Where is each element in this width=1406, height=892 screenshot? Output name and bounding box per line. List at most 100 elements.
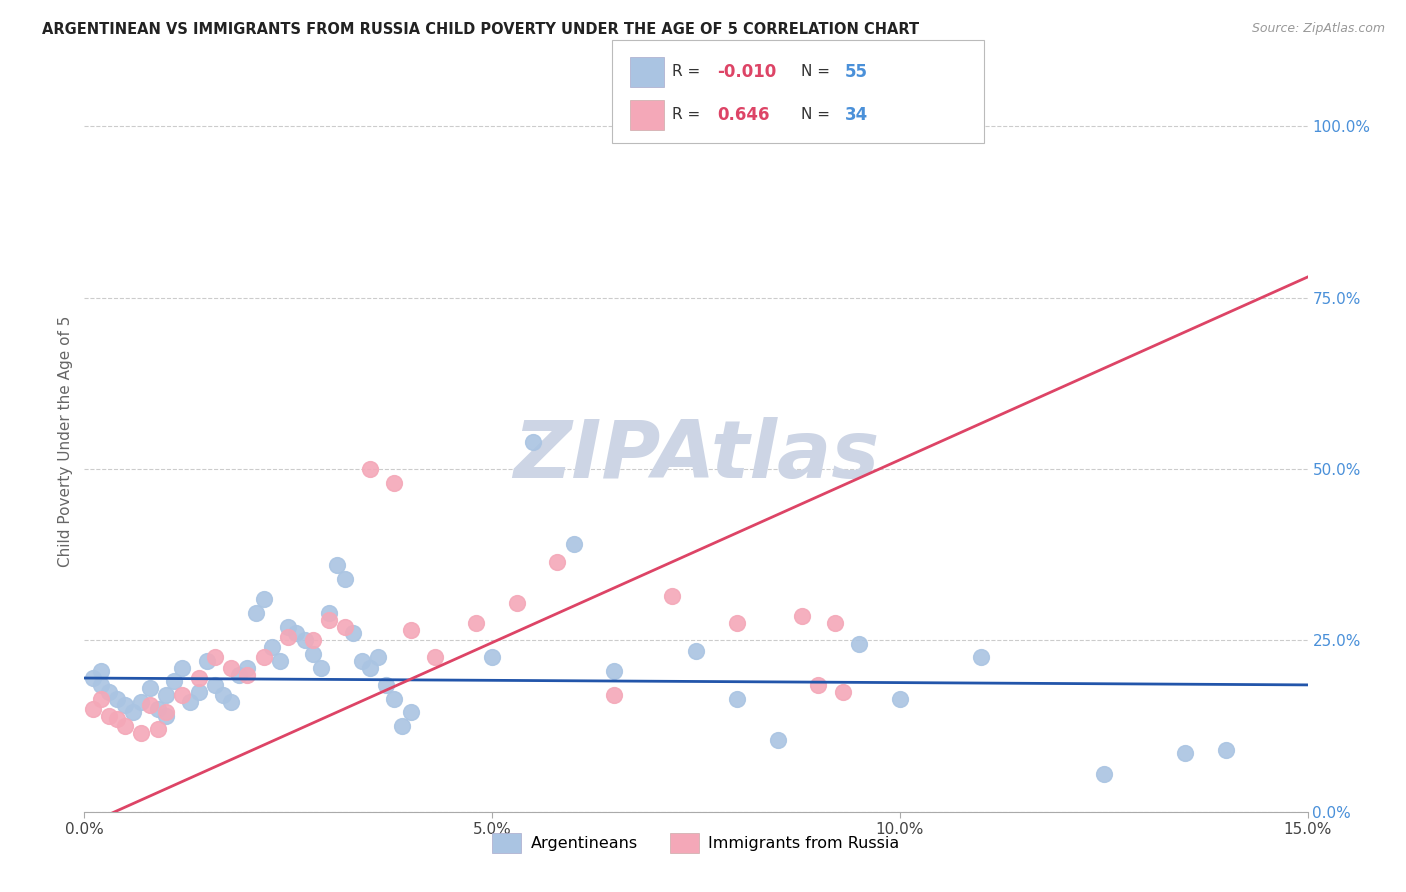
Point — [294, 633, 316, 648]
Point — [831, 685, 853, 699]
Point — [138, 681, 160, 696]
Text: R =: R = — [672, 64, 706, 79]
Point — [382, 475, 405, 490]
Point — [326, 558, 349, 572]
Point — [236, 667, 259, 681]
Point — [187, 685, 209, 699]
Point — [146, 702, 169, 716]
Point — [889, 119, 911, 133]
Point — [464, 616, 486, 631]
Point — [685, 643, 707, 657]
Point — [138, 698, 160, 713]
Point — [82, 671, 104, 685]
Text: R =: R = — [672, 107, 706, 122]
Point — [97, 708, 120, 723]
Point — [790, 609, 813, 624]
Point — [122, 706, 145, 720]
Point — [260, 640, 283, 655]
Legend: Argentineans, Immigrants from Russia: Argentineans, Immigrants from Russia — [486, 827, 905, 859]
Point — [269, 654, 291, 668]
Point — [603, 664, 626, 678]
Point — [114, 719, 136, 733]
Point — [172, 661, 194, 675]
Point — [179, 695, 201, 709]
Point — [350, 654, 373, 668]
Point — [603, 688, 626, 702]
Point — [155, 688, 177, 702]
Text: ARGENTINEAN VS IMMIGRANTS FROM RUSSIA CHILD POVERTY UNDER THE AGE OF 5 CORRELATI: ARGENTINEAN VS IMMIGRANTS FROM RUSSIA CH… — [42, 22, 920, 37]
Point — [285, 626, 308, 640]
Point — [848, 637, 870, 651]
Point — [359, 462, 381, 476]
Point — [277, 619, 299, 633]
Point — [725, 616, 748, 631]
Point — [82, 702, 104, 716]
Point — [97, 685, 120, 699]
Point — [212, 688, 235, 702]
Point — [114, 698, 136, 713]
Point — [301, 647, 323, 661]
Text: 34: 34 — [845, 106, 869, 124]
Point — [399, 706, 422, 720]
Point — [725, 691, 748, 706]
Point — [382, 691, 405, 706]
Point — [661, 589, 683, 603]
Point — [90, 691, 112, 706]
Point — [766, 732, 789, 747]
Point — [1092, 767, 1115, 781]
Point — [155, 706, 177, 720]
Text: ZIPAtlas: ZIPAtlas — [513, 417, 879, 495]
Point — [204, 650, 226, 665]
Point — [301, 633, 323, 648]
Point — [546, 554, 568, 568]
Point — [889, 691, 911, 706]
Point — [391, 719, 413, 733]
Point — [970, 650, 993, 665]
Point — [219, 661, 242, 675]
Point — [146, 723, 169, 737]
Point — [195, 654, 218, 668]
Point — [163, 674, 186, 689]
Point — [399, 623, 422, 637]
Text: 55: 55 — [845, 63, 868, 81]
Point — [824, 616, 846, 631]
Point — [245, 606, 267, 620]
Point — [423, 650, 446, 665]
Point — [105, 712, 128, 726]
Point — [335, 619, 357, 633]
Point — [236, 661, 259, 675]
Point — [131, 695, 153, 709]
Text: 0.646: 0.646 — [717, 106, 769, 124]
Point — [277, 630, 299, 644]
Point — [131, 726, 153, 740]
Y-axis label: Child Poverty Under the Age of 5: Child Poverty Under the Age of 5 — [58, 316, 73, 567]
Point — [309, 661, 332, 675]
Point — [359, 661, 381, 675]
Point — [1174, 747, 1197, 761]
Point — [219, 695, 242, 709]
Point — [204, 678, 226, 692]
Point — [375, 678, 398, 692]
Point — [505, 596, 527, 610]
Point — [318, 613, 340, 627]
Point — [253, 592, 276, 607]
Point — [807, 678, 830, 692]
Point — [187, 671, 209, 685]
Point — [1215, 743, 1237, 757]
Point — [105, 691, 128, 706]
Point — [342, 626, 364, 640]
Point — [522, 434, 544, 449]
Text: N =: N = — [801, 64, 835, 79]
Point — [335, 572, 357, 586]
Point — [318, 606, 340, 620]
Text: N =: N = — [801, 107, 835, 122]
Point — [562, 537, 585, 551]
Point — [90, 664, 112, 678]
Point — [253, 650, 276, 665]
Point — [155, 708, 177, 723]
Point — [90, 678, 112, 692]
Point — [481, 650, 503, 665]
Point — [172, 688, 194, 702]
Point — [228, 667, 250, 681]
Text: -0.010: -0.010 — [717, 63, 776, 81]
